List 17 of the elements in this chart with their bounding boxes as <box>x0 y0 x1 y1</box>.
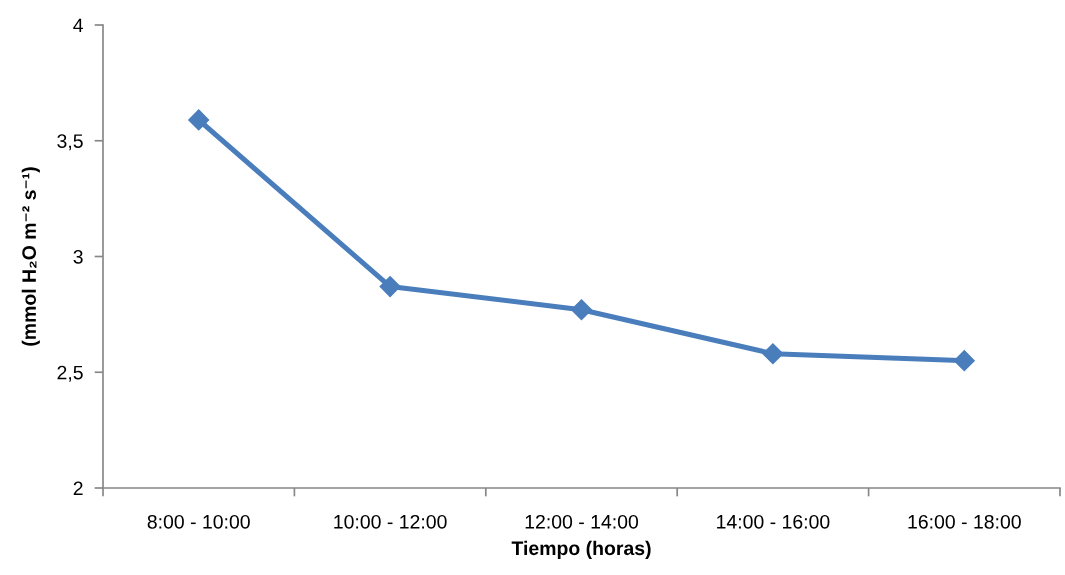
y-tick-label: 2,5 <box>57 365 83 382</box>
point <box>762 343 784 365</box>
point <box>379 276 401 298</box>
point <box>570 299 593 321</box>
point <box>953 350 975 372</box>
y-tick-label: 3,5 <box>57 134 83 151</box>
y-tick-label: 2 <box>73 481 83 496</box>
y-tick-label: 3 <box>73 249 83 264</box>
x-tick-label: 12:00 - 14:00 <box>525 514 639 529</box>
y-tick-label: 4 <box>73 18 83 33</box>
x-tick-label: 10:00 - 12:00 <box>334 514 447 529</box>
x-tick-label: 16:00 - 18:00 <box>908 514 1021 529</box>
x-tick-label: 14:00 - 16:00 <box>717 514 830 529</box>
point <box>188 109 210 131</box>
y-axis-title: (mmol H₂O m⁻² s⁻¹) <box>21 167 40 346</box>
x-axis-title: Tiempo (horas) <box>511 540 651 559</box>
x-tick-label: 8:00 - 10:00 <box>147 514 250 529</box>
